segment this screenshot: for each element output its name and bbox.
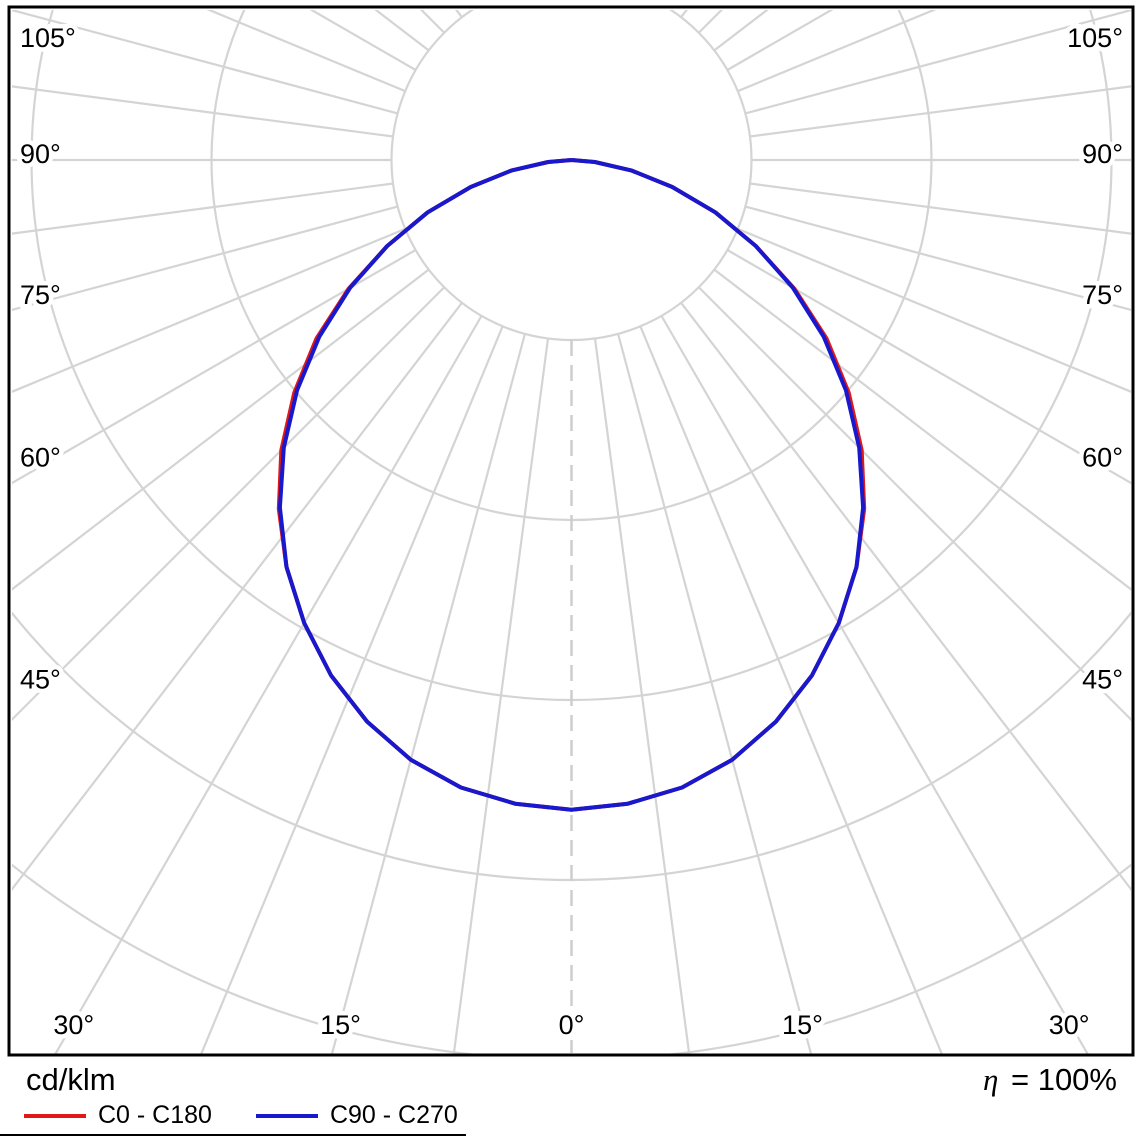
legend-label-c0-c180: C0 - C180 <box>98 1101 212 1129</box>
legend: C0 - C180 C90 - C270 <box>0 1097 466 1136</box>
legend-item-c90-c270: C90 - C270 <box>255 1101 458 1130</box>
curve-C90-C270 <box>277 158 866 812</box>
curve-C0-C180 <box>276 158 867 812</box>
angle-tick-label: 45° <box>1082 665 1123 695</box>
legend-label-c90-c270: C90 - C270 <box>329 1101 458 1129</box>
angle-tick-label: 60° <box>20 442 61 472</box>
angle-tick-label: 105° <box>20 23 76 53</box>
eta-symbol: η <box>982 1062 999 1097</box>
angle-labels: 0° 15° 15° 30° 30° 45° 45° 60° 60° 75° 75° 90° 90° 10… <box>16 19 1128 1045</box>
legend-line-c0-c180-icon <box>24 1113 86 1118</box>
angle-tick-label: 15° <box>782 1010 823 1040</box>
angle-tick-label: 90° <box>20 139 61 169</box>
chart-border <box>7 5 1135 1057</box>
angle-tick-label: 30° <box>53 1010 94 1040</box>
intensity-curves <box>276 158 867 812</box>
angle-tick-label: 75° <box>1082 280 1123 310</box>
legend-item-c0-c180: C0 - C180 <box>24 1101 212 1130</box>
efficiency-value: = 100% <box>1002 1062 1117 1097</box>
angle-tick-label: 90° <box>1082 139 1123 169</box>
angle-tick-label: 15° <box>320 1010 361 1040</box>
angle-tick-label: 30° <box>1049 1010 1090 1040</box>
unit-label: cd/klm <box>26 1062 116 1097</box>
polar-chart: 0° 15° 15° 30° 30° 45° 45° 60° 60° 75° 75° 90° 90° 10… <box>7 5 1135 1057</box>
angle-tick-label: 45° <box>20 665 61 695</box>
angle-tick-label: 60° <box>1082 442 1123 472</box>
angle-tick-label: 0° <box>559 1010 585 1040</box>
angle-tick-label: 75° <box>20 280 61 310</box>
angle-tick-label: 105° <box>1067 23 1123 53</box>
efficiency-label: η = 100% <box>983 1062 1117 1098</box>
legend-line-c90-c270-icon <box>255 1113 318 1118</box>
